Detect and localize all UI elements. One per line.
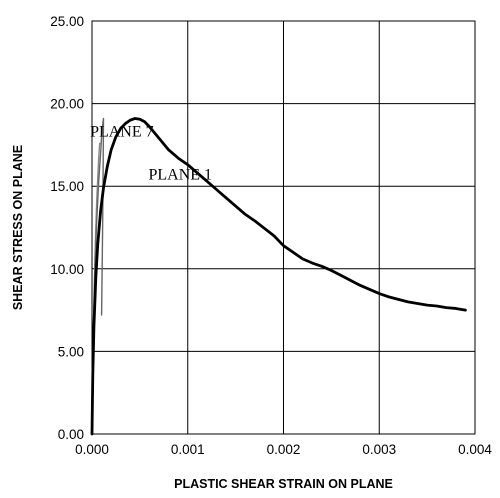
annotations: PLANE 7 PLANE 1 xyxy=(90,124,212,184)
y-tick-label: 5.00 xyxy=(58,344,84,359)
y-tick-label: 10.00 xyxy=(50,262,84,277)
x-tick-label: 0.002 xyxy=(267,442,301,457)
plot-frame xyxy=(91,20,476,435)
y-tick-label: 25.00 xyxy=(50,14,84,29)
y-axis-title: SHEAR STRESS ON PLANE xyxy=(11,145,25,310)
y-tick-label: 20.00 xyxy=(50,97,84,112)
series-line xyxy=(90,117,467,436)
tick-labels: 0.000 0.001 0.002 0.003 0.004 0.00 5.00 10.00 15… xyxy=(50,14,492,457)
x-tick-label: 0.001 xyxy=(171,442,205,457)
series-line xyxy=(91,117,105,435)
series-annotation: PLANE 1 xyxy=(148,167,212,184)
x-axis-title: PLASTIC SHEAR STRAIN ON PLANE xyxy=(174,477,393,491)
series-annotation: PLANE 7 xyxy=(90,124,154,141)
y-tick-label: 0.00 xyxy=(58,427,84,442)
y-tick-label: 15.00 xyxy=(50,179,84,194)
series-lines xyxy=(90,117,467,436)
x-tick-label: 0.003 xyxy=(362,442,396,457)
x-tick-label: 0.004 xyxy=(458,442,492,457)
x-tick-label: 0.000 xyxy=(75,442,109,457)
